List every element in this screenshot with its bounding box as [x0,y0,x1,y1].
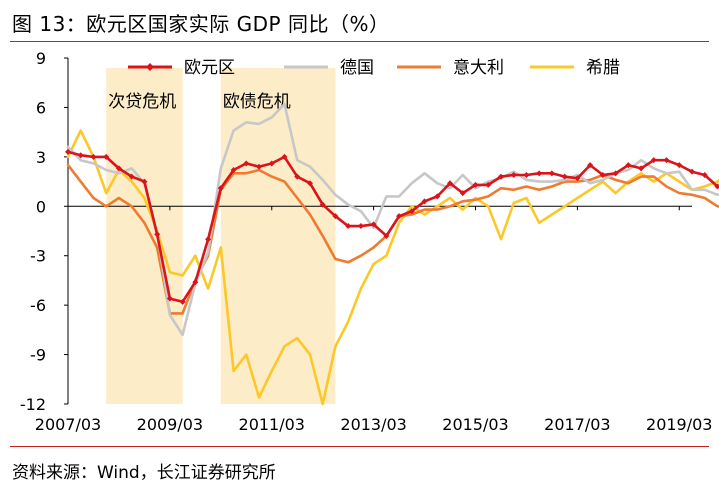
data-point [357,223,364,230]
source-note: 资料来源：Wind，长江证券研究所 [12,463,276,483]
data-point [510,171,517,178]
legend-label: 希腊 [586,58,620,78]
data-point [230,167,237,174]
data-point [332,213,339,220]
legend-label: 欧元区 [184,58,235,78]
data-point [396,213,403,220]
data-point [587,162,594,169]
data-point [434,193,441,200]
data-point [319,201,326,208]
data-point [612,170,619,177]
series-line-1 [66,102,719,337]
data-point [523,171,530,178]
x-tick-label: 2013/03 [340,415,406,434]
data-point [459,190,466,197]
data-point [268,160,275,167]
data-point [281,153,288,160]
data-point [154,231,161,238]
series-line-3 [66,129,719,406]
x-tick-label: 2015/03 [442,415,508,434]
y-tick-label: 9 [36,49,46,68]
series-lines [65,102,719,406]
data-point [701,171,708,178]
x-tick-label: 2007/03 [35,415,101,434]
y-tick-label: 6 [36,98,46,117]
shaded-regions: 次贷危机 欧债危机 [106,68,336,404]
x-tick-label: 2009/03 [137,415,203,434]
y-tick-label: -3 [30,247,46,266]
data-point [561,173,568,180]
data-point [179,298,186,305]
data-point [294,173,301,180]
data-point [65,148,71,155]
data-point [115,165,122,172]
shaded-region [220,68,336,404]
y-tick-label: -12 [20,395,46,414]
legend-label: 意大利 [453,58,504,78]
data-point [599,171,606,178]
y-tick-label: -9 [30,346,46,365]
series-line-2 [66,163,719,315]
data-point [485,181,492,188]
data-point [663,157,670,164]
shaded-region-label: 次贷危机 [108,92,176,112]
x-tick-label: 2017/03 [544,415,610,434]
data-point [650,157,657,164]
data-point [689,168,695,175]
y-tick-label: 3 [36,148,46,167]
x-tick-label: 2011/03 [239,415,305,434]
data-point [370,221,377,228]
legend: 欧元区 德国 意大利 希腊 [128,58,620,78]
figure-title: 图 13：欧元区国家实际 GDP 同比（%） [12,12,390,36]
data-point [205,236,212,243]
data-point [77,152,84,159]
data-point [638,165,645,172]
data-point [383,232,390,239]
data-point [408,208,415,215]
data-point [306,180,313,187]
x-tick-label: 2019/03 [646,415,712,434]
data-point [128,173,135,180]
data-point [421,198,428,205]
data-point [345,223,352,230]
y-tick-label: -6 [30,296,46,315]
data-point [574,175,581,182]
top-rule [10,41,709,42]
data-point [103,153,110,160]
series-line-0 [66,150,719,304]
data-point [217,185,224,192]
data-point [714,183,719,190]
data-point [625,162,632,169]
data-point [676,162,683,169]
legend-marker [146,63,154,71]
shaded-region [106,68,183,404]
data-point [166,295,173,302]
data-point [472,181,479,188]
data-point [447,180,454,187]
y-tick-label: 0 [36,197,46,216]
data-point [141,178,148,185]
data-point [90,153,97,160]
data-point [256,163,263,170]
shaded-region-label: 欧债危机 [223,92,291,112]
data-point [548,170,555,177]
data-point [497,173,504,180]
data-point [536,170,543,177]
data-point [243,160,250,167]
legend-label: 德国 [340,58,374,78]
data-point [192,279,199,286]
bottom-rule [10,446,709,447]
